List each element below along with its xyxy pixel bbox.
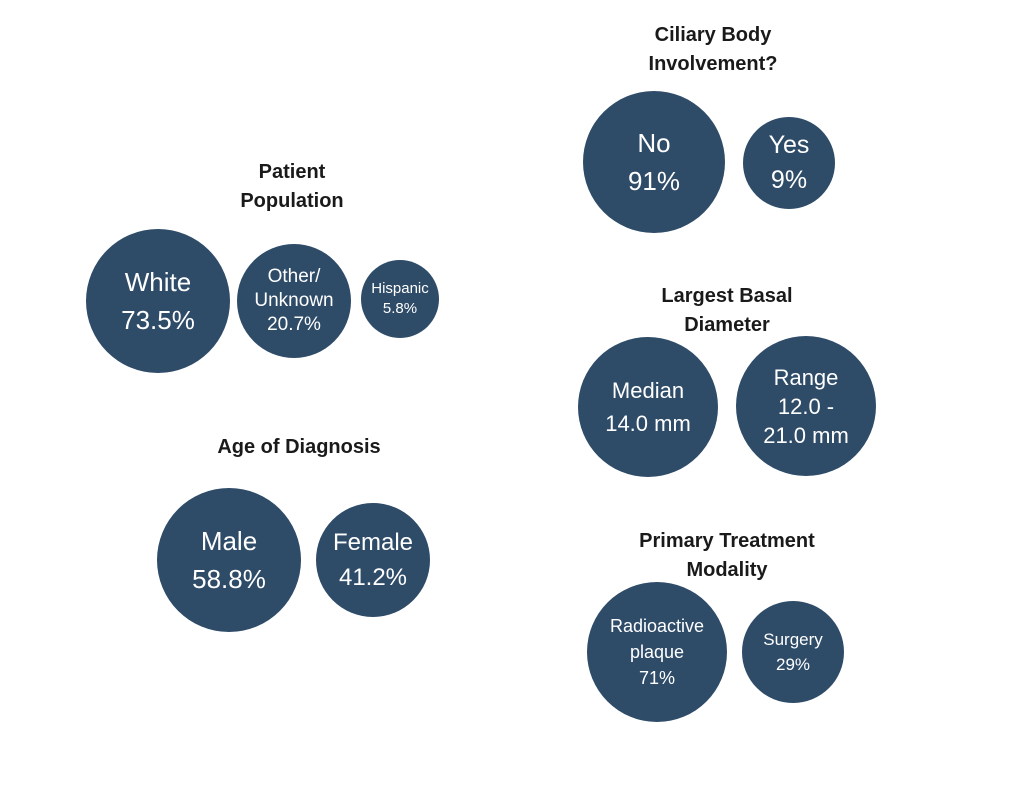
bubble-label: Other/ Unknown [254,266,334,311]
bubble-value: 58.8% [192,564,266,594]
bubble-label: Radioactive plaque [609,616,705,662]
bubble-value: 71% [638,668,676,688]
bubble-value: 5.8% [382,300,418,317]
bubble-surgery: Surgery 29% [742,601,844,703]
chart-title-age-of-diagnosis: Age of Diagnosis [217,436,381,458]
bubble-no: No 91% [583,91,725,233]
bubble-value: 14.0 mm [605,411,691,436]
chart-title-patient-population: Patient Population [240,161,344,212]
bubble-other-unknown: Other/ Unknown 20.7% [237,244,351,358]
bubble-median: Median 14.0 mm [578,337,718,477]
bubble-male: Male 58.8% [157,488,301,632]
bubble-label: Surgery [763,630,823,649]
bubble-label: Median [611,378,685,403]
bubble-yes: Yes 9% [743,117,835,209]
bubble-label: Male [200,526,258,556]
bubble-label: White [124,267,192,297]
bubble-value: 29% [775,655,811,674]
bubble-value: 91% [627,166,681,196]
bubble-label: Hispanic [371,280,429,297]
bubble-value: 12.0 - 21.0 mm [763,393,849,448]
chart-title-primary-treatment-modality: Primary Treatment Modality [639,530,815,581]
chart-title-largest-basal-diameter: Largest Basal Diameter [661,285,793,336]
bubble-hispanic: Hispanic 5.8% [361,260,439,338]
bubble-value: 73.5% [121,305,195,335]
bubble-female: Female 41.2% [316,503,430,617]
bubble-value: 20.7% [267,314,321,335]
chart-title-ciliary-body-involvement: Ciliary Body Involvement? [648,24,778,75]
bubble-label: Range [773,364,839,390]
bubble-white: White 73.5% [86,229,230,373]
bubble-radioactive-plaque: Radioactive plaque 71% [587,582,727,722]
bubble-label: No [637,128,671,158]
bubble-value: 9% [770,166,808,194]
bubble-range: Range 12.0 - 21.0 mm [736,336,876,476]
bubble-label: Female [332,529,414,556]
bubble-value: 41.2% [338,564,408,591]
bubble-label: Yes [768,131,810,159]
